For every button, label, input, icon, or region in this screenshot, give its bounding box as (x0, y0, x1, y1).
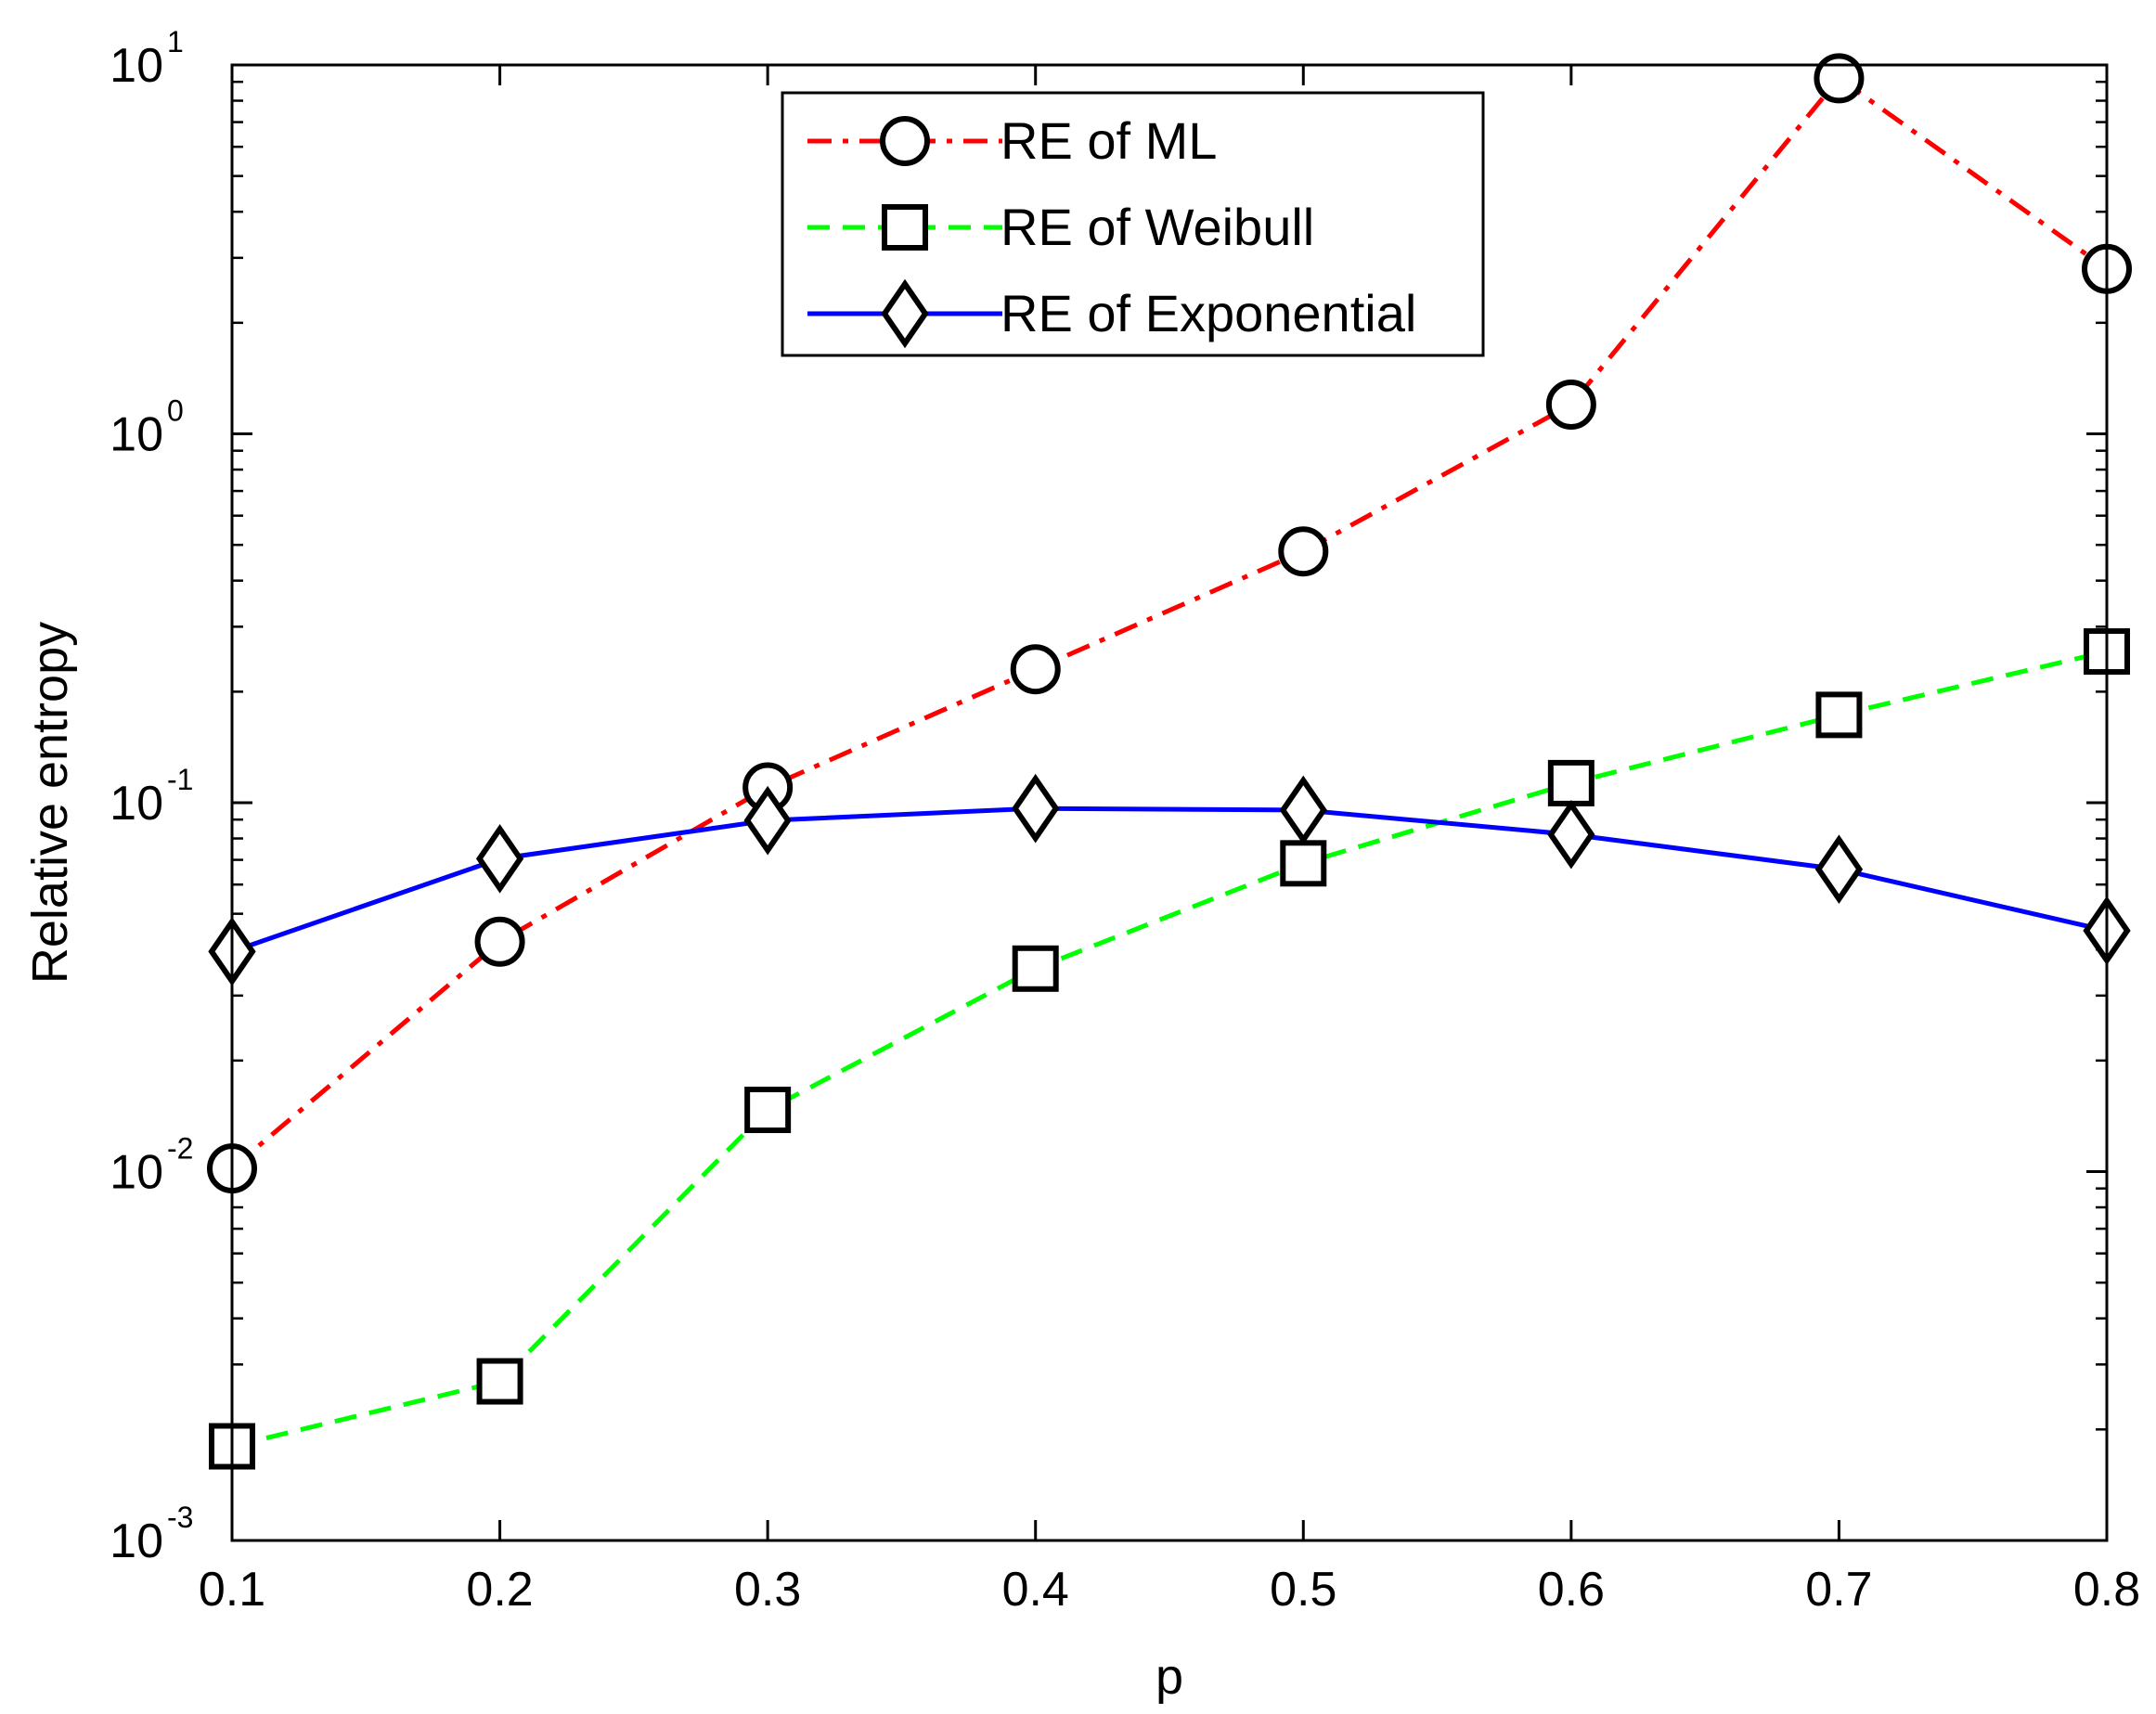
data-point (476, 1358, 523, 1405)
y-axis-title: Relative entropy (22, 622, 78, 984)
tick-labels: 0.1 0.2 0.3 0.4 0.5 0.6 0.7 0.810-310-210-110 01… (110, 25, 2140, 1617)
y-tick-base: 10 (110, 1514, 163, 1568)
y-tick-exponent: -1 (167, 763, 193, 796)
y-tick-exponent: -2 (167, 1132, 193, 1166)
x-tick-label: 0.2 (466, 1563, 533, 1617)
legend: RE of ML RE of Weibull RE of Exponential (781, 91, 1485, 357)
y-tick-label: 10 -2 (110, 1132, 193, 1200)
data-point (744, 1086, 792, 1133)
legend-label: RE of Exponential (1001, 284, 1416, 342)
y-tick-label: 10 1 (110, 25, 184, 93)
y-tick-base: 10 (110, 408, 163, 462)
data-point (1815, 691, 1863, 739)
series-line (231, 649, 2108, 1449)
y-tick-label: 10 -1 (110, 763, 193, 831)
legend-label: RE of ML (1001, 111, 1217, 170)
x-tick-label: 0.1 (199, 1563, 265, 1617)
data-point (1280, 840, 1327, 887)
data-point (743, 785, 792, 856)
x-axis-title: p (1155, 1649, 1183, 1705)
y-tick-exponent: 1 (167, 25, 184, 58)
legend-entry: RE of Exponential (807, 278, 1416, 349)
data-point (1814, 53, 1865, 104)
x-tick-label: 0.8 (2073, 1563, 2140, 1617)
legend-marker (881, 278, 929, 349)
legend-marker (882, 204, 928, 251)
series-line (231, 805, 2108, 954)
data-point (1012, 945, 1059, 992)
y-tick-label: 10 -3 (110, 1501, 193, 1568)
y-tick-label: 10 0 (110, 394, 184, 462)
y-tick-base: 10 (110, 1146, 163, 1200)
data-point (1278, 526, 1329, 577)
x-tick-label: 0.3 (734, 1563, 801, 1617)
legend-entry: RE of Weibull (807, 198, 1314, 256)
series-re-of-exponential (208, 773, 2131, 986)
y-tick-exponent: -3 (167, 1501, 193, 1534)
data-point (475, 824, 524, 894)
legend-marker (880, 116, 930, 166)
data-point (1545, 380, 1596, 431)
axis-ticks (230, 63, 2109, 1542)
data-point (1010, 644, 1061, 695)
data-point (1814, 834, 1864, 905)
plot-area-frame (230, 63, 2109, 1542)
y-tick-base: 10 (110, 39, 163, 93)
legend-entry: RE of ML (807, 111, 1217, 170)
data-point (1279, 775, 1327, 845)
series-re-of-ml (207, 53, 2132, 1194)
y-tick-base: 10 (110, 777, 163, 831)
x-tick-label: 0.4 (1002, 1563, 1069, 1617)
data-point (1547, 799, 1595, 870)
legend-label: RE of Weibull (1001, 198, 1314, 256)
data-point (474, 916, 525, 967)
data-point (1547, 759, 1594, 806)
x-tick-label: 0.7 (1805, 1563, 1872, 1617)
y-tick-exponent: 0 (167, 394, 184, 428)
x-tick-label: 0.6 (1538, 1563, 1605, 1617)
data-point (1012, 773, 1060, 844)
x-tick-label: 0.5 (1270, 1563, 1336, 1617)
series-line (230, 75, 2109, 1170)
